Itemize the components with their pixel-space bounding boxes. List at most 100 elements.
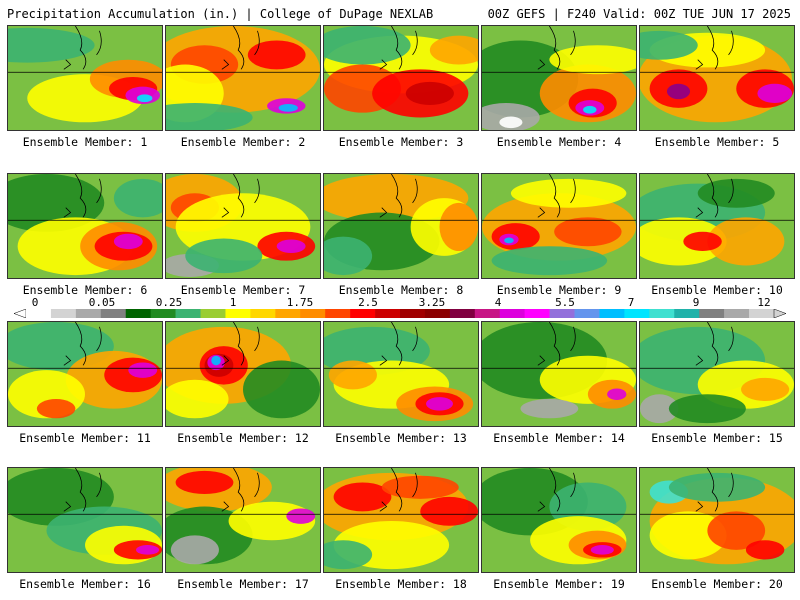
colorbar-swatch (499, 309, 525, 318)
precip-field (166, 26, 320, 130)
ensemble-member-map (481, 173, 637, 279)
precip-contour (247, 40, 306, 70)
precip-contour (128, 362, 158, 378)
precip-contour (640, 217, 727, 266)
ensemble-member-label: Ensemble Member: 2 (180, 135, 306, 149)
colorbar-swatch (649, 309, 675, 318)
precip-field (482, 322, 636, 426)
colorbar-tick-label: 9 (692, 296, 700, 309)
precip-field (324, 174, 478, 278)
precip-contour (666, 83, 691, 100)
precip-contour (136, 94, 153, 103)
ensemble-member-label: Ensemble Member: 5 (654, 135, 780, 149)
colorbar-tick-label: 0 (31, 296, 39, 309)
ensemble-member-label: Ensemble Member: 10 (651, 283, 783, 297)
coastline (379, 174, 418, 218)
colorbar-swatch (75, 309, 102, 318)
ensemble-member-map (323, 321, 479, 427)
precip-contour (36, 399, 76, 419)
colorbar-swatch (549, 309, 575, 318)
colorbar-swatch (225, 309, 251, 318)
ensemble-member-label: Ensemble Member: 3 (338, 135, 464, 149)
colorbar-tick-label: 0.25 (155, 296, 183, 309)
precip-contour (166, 379, 229, 419)
colorbar-swatch (674, 309, 700, 318)
colorbar-swatch (599, 309, 625, 318)
colorbar-swatch (200, 309, 226, 318)
precip-contour (278, 104, 298, 112)
colorbar-swatch (400, 309, 426, 318)
ensemble-member-map (481, 25, 637, 131)
colorbar-swatch (474, 309, 501, 318)
coastline (63, 174, 102, 218)
coastline (695, 468, 734, 512)
colorbar-swatch (325, 309, 351, 318)
precip-contour (324, 540, 373, 570)
colorbar (14, 309, 786, 318)
colorbar-swatch (125, 309, 151, 318)
coastline (379, 468, 418, 512)
colorbar-high-arrow (773, 309, 786, 318)
precip-contour (426, 397, 453, 411)
precip-contour (607, 388, 627, 400)
colorbar-swatch (350, 309, 376, 318)
colorbar-swatch (300, 309, 326, 318)
colorbar-tick-label: 7 (627, 296, 635, 309)
ensemble-member-label: Ensemble Member: 11 (19, 431, 151, 445)
coastline (221, 26, 260, 70)
coastline (537, 26, 576, 70)
precip-contour (328, 360, 377, 390)
ensemble-member-label: Ensemble Member: 12 (177, 431, 309, 445)
coastline (695, 26, 734, 70)
ensemble-member-map (323, 467, 479, 573)
precip-field (324, 26, 478, 130)
colorbar-swatch (175, 309, 201, 318)
precip-contour (520, 399, 579, 419)
chart-title: Precipitation Accumulation (in.) | Colle… (7, 7, 434, 21)
precip-contour (113, 178, 162, 218)
precip-contour (405, 81, 454, 105)
precip-contour (175, 470, 234, 494)
coastline (695, 322, 734, 366)
colorbar-swatch (150, 309, 176, 318)
colorbar-swatch (449, 309, 476, 318)
precip-contour (499, 116, 523, 129)
precip-field (482, 174, 636, 278)
precip-field (482, 26, 636, 130)
precip-contour (170, 535, 219, 565)
precip-contour (243, 360, 320, 419)
ensemble-member-label: Ensemble Member: 7 (180, 283, 306, 297)
coastline (537, 174, 576, 218)
precip-contour (640, 30, 698, 60)
ensemble-member-map (481, 467, 637, 573)
colorbar-swatch (624, 309, 650, 318)
precip-contour (554, 217, 622, 247)
precip-contour (707, 217, 785, 266)
ensemble-member-label: Ensemble Member: 9 (496, 283, 622, 297)
colorbar-tick-label: 3.25 (418, 296, 446, 309)
model-valid-time: 00Z GEFS | F240 Valid: 00Z TUE JUN 17 20… (487, 7, 791, 21)
precip-contour (668, 472, 766, 502)
precip-contour (697, 178, 775, 208)
precip-field (8, 26, 162, 130)
precip-contour (590, 545, 614, 555)
precip-contour (510, 178, 627, 208)
colorbar-tick-label: 1.75 (286, 296, 314, 309)
precip-contour (683, 231, 722, 252)
ensemble-member-label: Ensemble Member: 4 (496, 135, 622, 149)
colorbar-swatch (26, 309, 52, 318)
ensemble-member-map (7, 321, 163, 427)
ensemble-member-map (7, 25, 163, 131)
ensemble-member-label: Ensemble Member: 20 (651, 577, 783, 591)
precip-contour (286, 508, 316, 524)
ensemble-member-map (7, 467, 163, 573)
precip-field (8, 468, 162, 572)
ensemble-member-label: Ensemble Member: 8 (338, 283, 464, 297)
colorbar-low-arrow (14, 309, 27, 318)
precip-contour (668, 394, 746, 424)
ensemble-member-map (7, 173, 163, 279)
ensemble-member-label: Ensemble Member: 14 (493, 431, 625, 445)
precip-contour (707, 511, 766, 550)
coastline (221, 174, 260, 218)
ensemble-member-map (639, 25, 795, 131)
